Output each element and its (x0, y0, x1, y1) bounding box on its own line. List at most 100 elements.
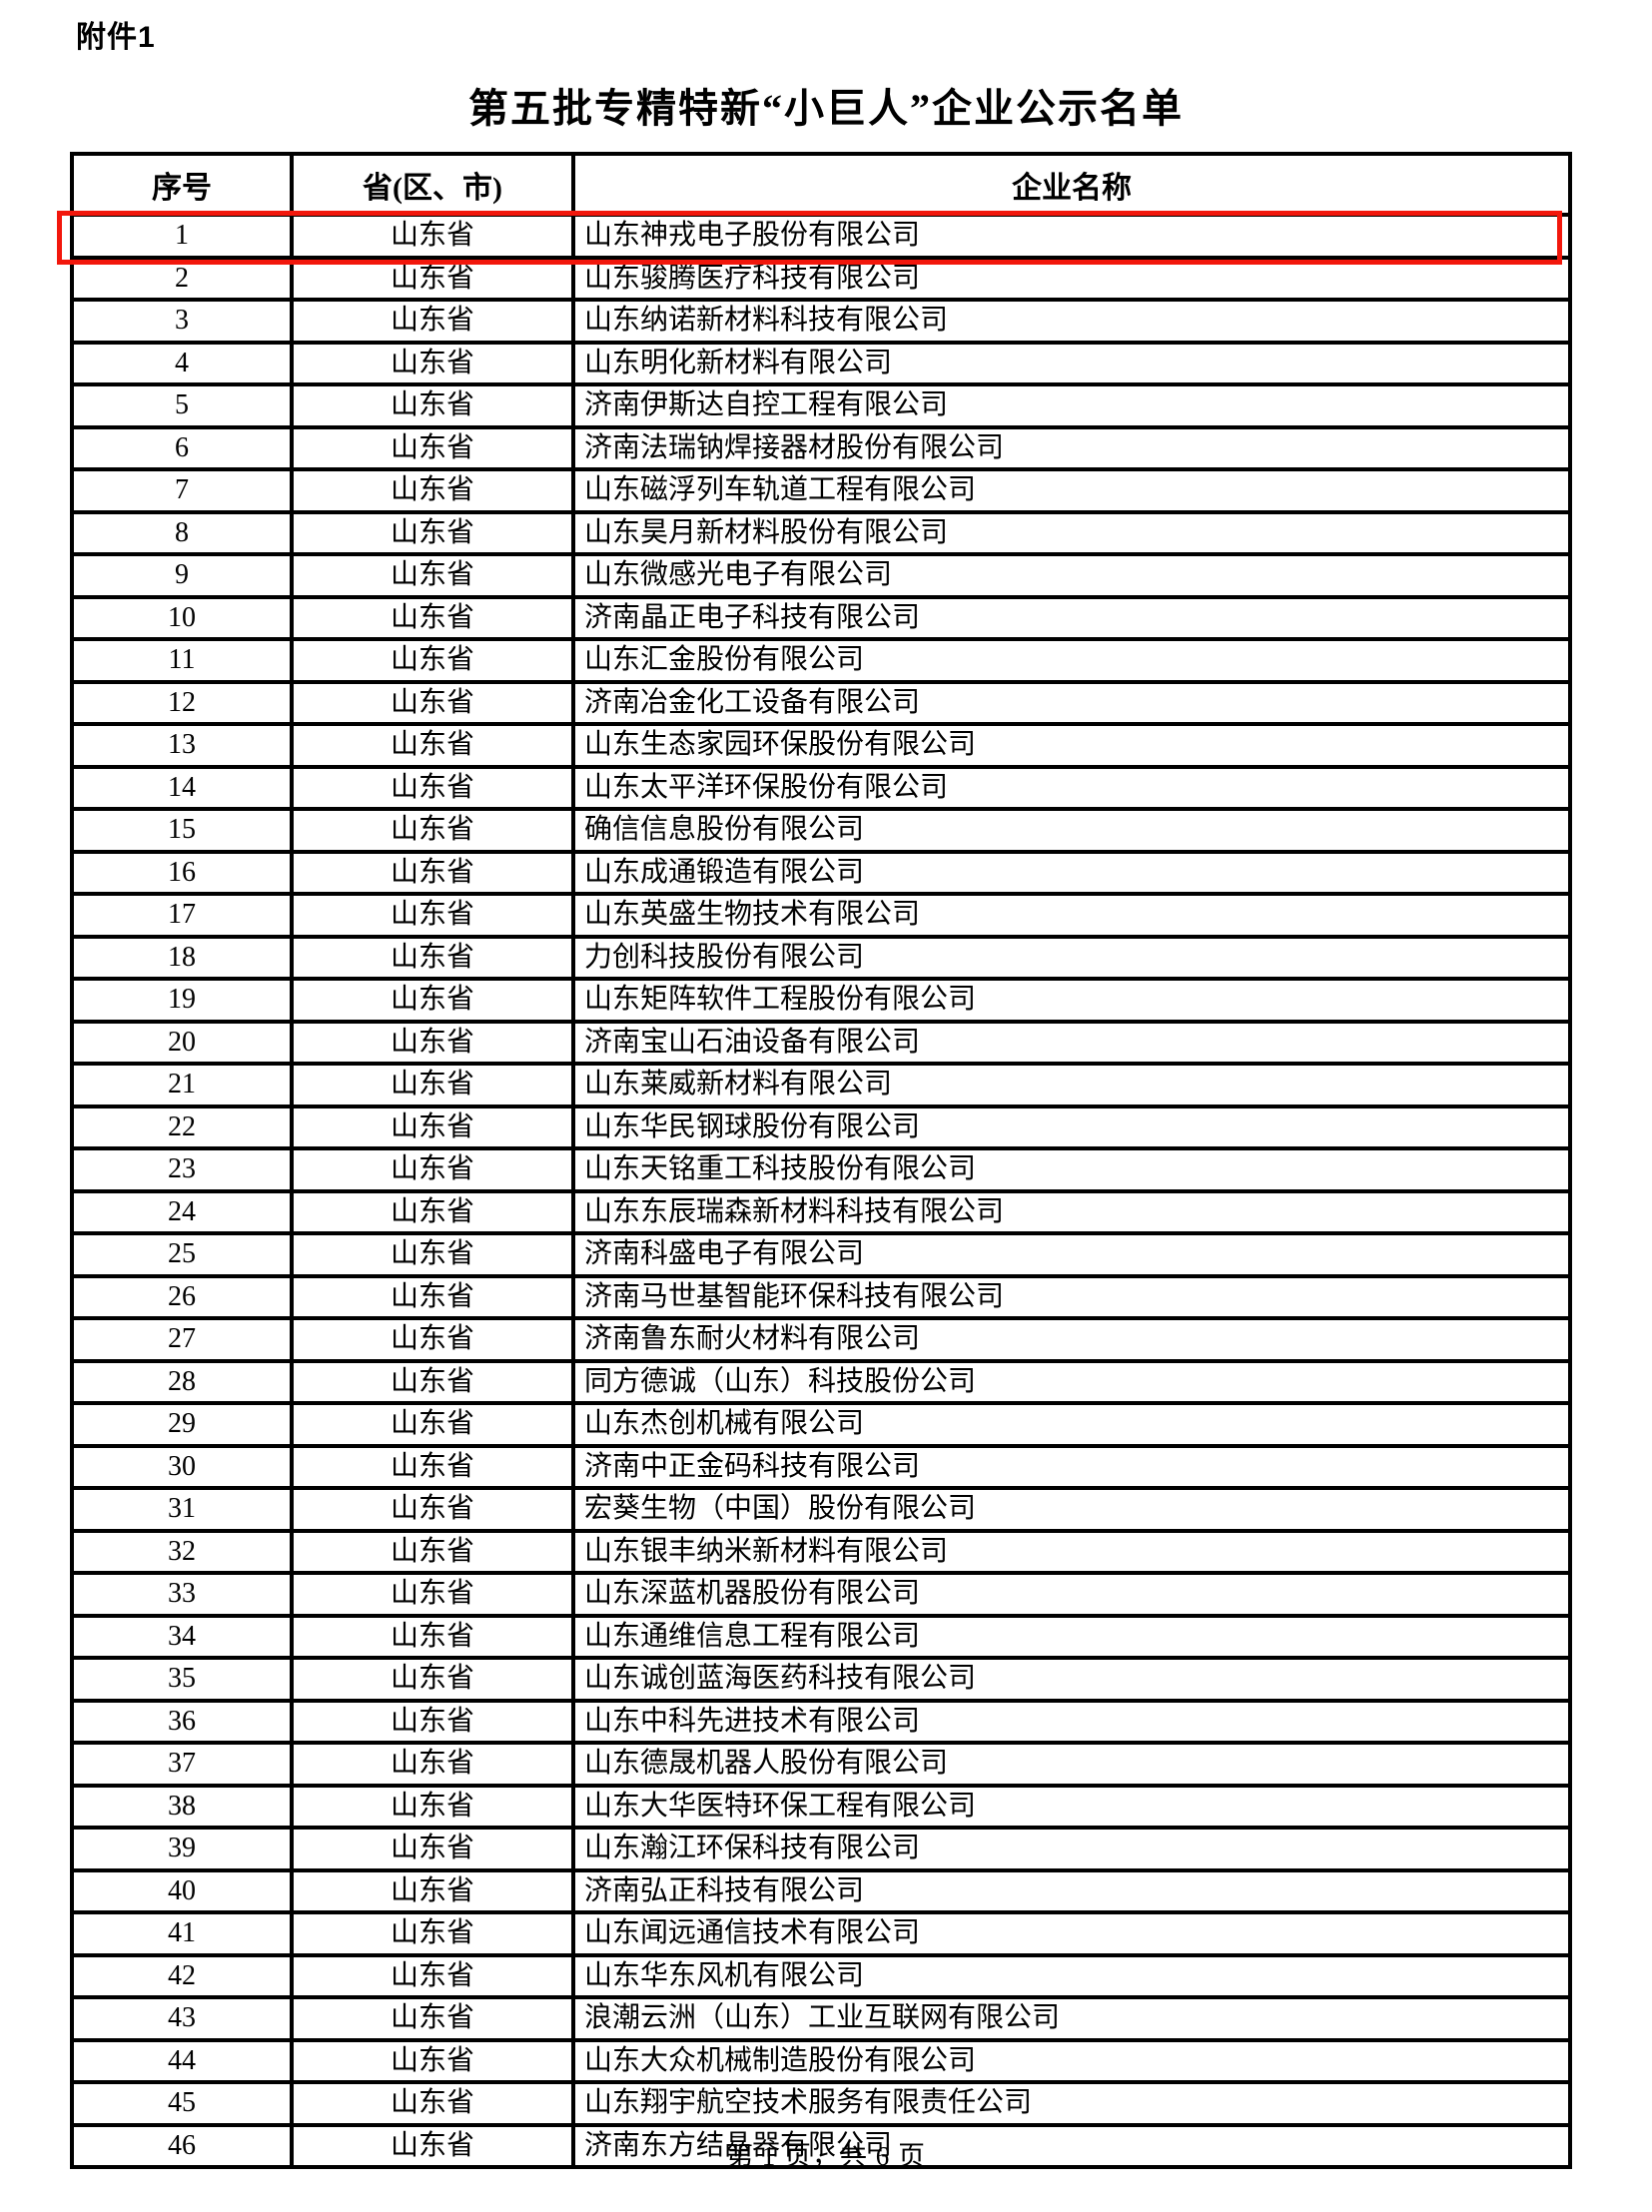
cell-company: 山东神戎电子股份有限公司 (571, 213, 1572, 260)
table-row: 14 山东省 山东太平洋环保股份有限公司 (70, 764, 1572, 811)
cell-province: 山东省 (290, 1104, 575, 1150)
cell-company: 山东通维信息工程有限公司 (571, 1613, 1572, 1660)
cell-company: 山东华民钢球股份有限公司 (571, 1104, 1572, 1150)
attachment-label: 附件1 (76, 21, 156, 54)
cell-company: 山东汇金股份有限公司 (571, 637, 1572, 684)
cell-company: 山东昊月新材料股份有限公司 (571, 509, 1572, 556)
table-row: 21 山东省 山东莱威新材料有限公司 (70, 1062, 1572, 1108)
cell-no: 45 (70, 2080, 294, 2127)
cell-no: 25 (70, 1231, 294, 1278)
table-row: 10 山东省 济南晶正电子科技有限公司 (70, 594, 1572, 641)
cell-no: 33 (70, 1571, 294, 1618)
table-row: 34 山东省 山东通维信息工程有限公司 (70, 1613, 1572, 1660)
page-footer: 第 1 页，共 6 页 (726, 2141, 926, 2171)
cell-company: 山东诚创蓝海医药科技有限公司 (571, 1656, 1572, 1703)
table-row: 11 山东省 山东汇金股份有限公司 (70, 637, 1572, 684)
cell-company: 山东太平洋环保股份有限公司 (571, 764, 1572, 811)
cell-no: 39 (70, 1826, 294, 1872)
cell-province: 山东省 (290, 1528, 575, 1575)
cell-province: 山东省 (290, 255, 575, 302)
cell-no: 4 (70, 340, 294, 386)
cell-no: 6 (70, 424, 294, 471)
cell-province: 山东省 (290, 934, 575, 981)
cell-province: 山东省 (290, 1019, 575, 1066)
cell-company: 济南弘正科技有限公司 (571, 1867, 1572, 1914)
table-row: 8 山东省 山东昊月新材料股份有限公司 (70, 509, 1572, 556)
cell-no: 35 (70, 1656, 294, 1703)
table-row: 43 山东省 浪潮云洲（山东）工业互联网有限公司 (70, 1995, 1572, 2042)
table-row: 18 山东省 力创科技股份有限公司 (70, 934, 1572, 981)
cell-province: 山东省 (290, 1443, 575, 1490)
table-row: 44 山东省 山东大众机械制造股份有限公司 (70, 2037, 1572, 2084)
table-row: 19 山东省 山东矩阵软件工程股份有限公司 (70, 977, 1572, 1024)
cell-company: 济南科盛电子有限公司 (571, 1231, 1572, 1278)
table-row: 2 山东省 山东骏腾医疗科技有限公司 (70, 255, 1572, 302)
cell-province: 山东省 (290, 1910, 575, 1957)
cell-company: 山东大众机械制造股份有限公司 (571, 2037, 1572, 2084)
table-row: 15 山东省 确信信息股份有限公司 (70, 807, 1572, 854)
cell-company: 山东闻远通信技术有限公司 (571, 1910, 1572, 1957)
table-row: 42 山东省 山东华东风机有限公司 (70, 1952, 1572, 1999)
table-row: 24 山东省 山东东辰瑞森新材料科技有限公司 (70, 1188, 1572, 1235)
cell-province: 山东省 (290, 1613, 575, 1660)
company-table: 序号 省(区、市) 企业名称 1 山东省 山东神戎电子股份有限公司 2 山东省 山东骏腾医… (70, 152, 1572, 2169)
cell-no: 21 (70, 1062, 294, 1108)
cell-province: 山东省 (290, 1146, 575, 1193)
cell-province: 山东省 (290, 1952, 575, 1999)
cell-province: 山东省 (290, 1486, 575, 1533)
table-row: 28 山东省 同方德诚（山东）科技股份公司 (70, 1358, 1572, 1405)
cell-province: 山东省 (290, 1062, 575, 1108)
cell-no: 26 (70, 1273, 294, 1320)
cell-company: 山东天铭重工科技股份有限公司 (571, 1146, 1572, 1193)
cell-company: 山东德晟机器人股份有限公司 (571, 1741, 1572, 1788)
table-row: 4 山东省 山东明化新材料有限公司 (70, 340, 1572, 386)
cell-province: 山东省 (290, 1231, 575, 1278)
cell-province: 山东省 (290, 1401, 575, 1448)
cell-no: 36 (70, 1698, 294, 1745)
cell-province: 山东省 (290, 1656, 575, 1703)
cell-company: 山东翔宇航空技术服务有限责任公司 (571, 2080, 1572, 2127)
cell-no: 38 (70, 1783, 294, 1830)
cell-province: 山东省 (290, 552, 575, 599)
table-row: 29 山东省 山东杰创机械有限公司 (70, 1401, 1572, 1448)
cell-province: 山东省 (290, 1741, 575, 1788)
cell-company: 济南冶金化工设备有限公司 (571, 679, 1572, 726)
cell-no: 20 (70, 1019, 294, 1066)
cell-company: 山东矩阵软件工程股份有限公司 (571, 977, 1572, 1024)
table-row: 30 山东省 济南中正金码科技有限公司 (70, 1443, 1572, 1490)
cell-no: 2 (70, 255, 294, 302)
cell-no: 28 (70, 1358, 294, 1405)
cell-no: 16 (70, 849, 294, 896)
cell-no: 31 (70, 1486, 294, 1533)
cell-province: 山东省 (290, 1826, 575, 1872)
cell-no: 10 (70, 594, 294, 641)
cell-company: 确信信息股份有限公司 (571, 807, 1572, 854)
table-row: 26 山东省 济南马世基智能环保科技有限公司 (70, 1273, 1572, 1320)
cell-no: 23 (70, 1146, 294, 1193)
cell-province: 山东省 (290, 298, 575, 345)
cell-no: 42 (70, 1952, 294, 1999)
cell-company: 山东磁浮列车轨道工程有限公司 (571, 467, 1572, 514)
cell-company: 山东华东风机有限公司 (571, 1952, 1572, 1999)
cell-province: 山东省 (290, 340, 575, 386)
cell-no: 11 (70, 637, 294, 684)
cell-province: 山东省 (290, 764, 575, 811)
table-row: 27 山东省 济南鲁东耐火材料有限公司 (70, 1316, 1572, 1363)
cell-province: 山东省 (290, 807, 575, 854)
cell-province: 山东省 (290, 1188, 575, 1235)
cell-no: 37 (70, 1741, 294, 1788)
cell-province: 山东省 (290, 213, 575, 260)
table-row: 25 山东省 济南科盛电子有限公司 (70, 1231, 1572, 1278)
cell-province: 山东省 (290, 1571, 575, 1618)
cell-company: 山东微感光电子有限公司 (571, 552, 1572, 599)
cell-no: 19 (70, 977, 294, 1024)
table-body: 1 山东省 山东神戎电子股份有限公司 2 山东省 山东骏腾医疗科技有限公司 3 山东省 山东纳诺… (70, 213, 1572, 2169)
cell-company: 山东中科先进技术有限公司 (571, 1698, 1572, 1745)
cell-company: 济南中正金码科技有限公司 (571, 1443, 1572, 1490)
cell-province: 山东省 (290, 977, 575, 1024)
cell-company: 山东大华医特环保工程有限公司 (571, 1783, 1572, 1830)
cell-company: 力创科技股份有限公司 (571, 934, 1572, 981)
page-title: 第五批专精特新“小巨人”企业公示名单 (468, 86, 1184, 131)
cell-company: 山东成通锻造有限公司 (571, 849, 1572, 896)
cell-company: 济南东方结晶器有限公司 (571, 2122, 1572, 2169)
